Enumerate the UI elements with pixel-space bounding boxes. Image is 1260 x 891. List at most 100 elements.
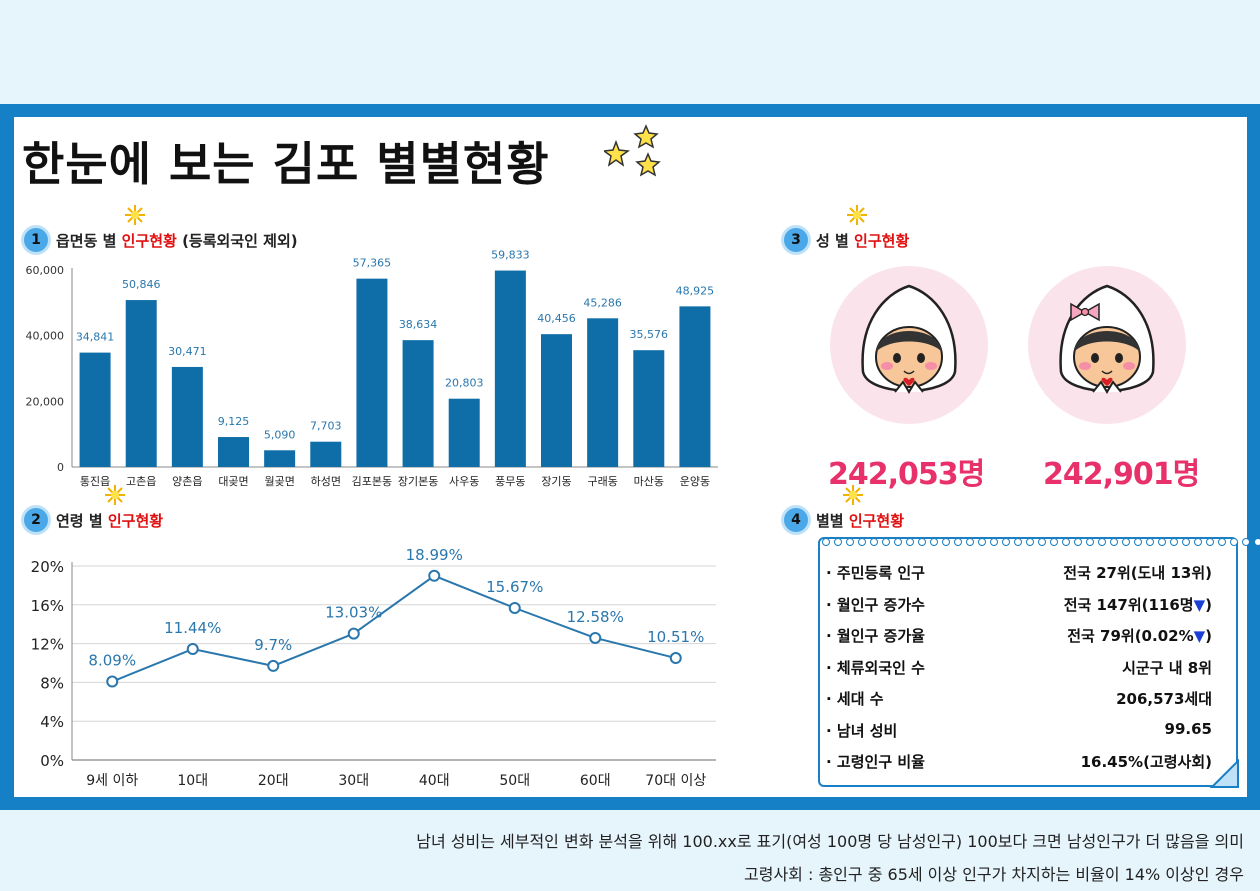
- ring-icon: [1122, 538, 1130, 546]
- bar: [448, 398, 480, 467]
- bar-data-label: 5,090: [264, 428, 296, 441]
- female-count: 242,901명: [1043, 457, 1200, 492]
- ring-icon: [990, 538, 998, 546]
- ring-icon: [1086, 538, 1094, 546]
- ring-icon: [1158, 538, 1166, 546]
- bar-data-label: 59,833: [491, 249, 530, 262]
- stat-value: 전국 147위(116명▼): [1063, 595, 1212, 614]
- ring-icon: [1194, 538, 1202, 546]
- bar: [310, 441, 342, 467]
- bar-x-tick-label: 구래동: [587, 475, 617, 488]
- bar-x-tick-label: 하성면: [311, 474, 341, 488]
- line-point: [106, 675, 119, 688]
- stat-row: · 고령인구 비율 16.45%(고령사회): [826, 751, 1212, 772]
- bar: [171, 366, 203, 467]
- ring-icon: [858, 538, 866, 546]
- bar-data-label: 45,286: [583, 296, 622, 309]
- bar-x-tick-label: 운양동: [680, 475, 710, 488]
- stat-value: 206,573세대: [1116, 690, 1212, 708]
- bar-data-label: 30,471: [168, 345, 207, 358]
- female-avatar-circle: [1028, 266, 1186, 424]
- ring-icon: [1038, 538, 1046, 546]
- bar-data-label: 9,125: [218, 415, 250, 428]
- stat-row: · 월인구 증가율 전국 79위(0.02%▼): [826, 625, 1212, 646]
- bar-y-tick-label: 0: [57, 461, 64, 474]
- ring-icon: [846, 538, 854, 546]
- section-highlight: 인구현황: [854, 231, 910, 250]
- line-data-label: 18.99%: [406, 546, 463, 564]
- ring-icon: [1098, 538, 1106, 546]
- stat-label: · 남녀 성비: [826, 721, 898, 740]
- ring-icon: [930, 538, 938, 546]
- line-x-tick-label: 9세 이하: [86, 773, 138, 789]
- bar-x-tick-label: 고촌읍: [126, 475, 156, 488]
- closing-paren: ): [1205, 627, 1212, 645]
- bar-data-label: 38,634: [399, 318, 438, 331]
- ring-icon: [822, 538, 830, 546]
- sparkle-icon: [105, 485, 125, 505]
- line-point: [428, 569, 441, 582]
- stat-row: · 남녀 성비 99.65: [826, 720, 1212, 741]
- stars-icon: [604, 124, 661, 177]
- notebook-rings: [822, 538, 1260, 550]
- stats-box: [818, 537, 1238, 787]
- ring-icon: [1134, 538, 1142, 546]
- ring-icon: [1062, 538, 1070, 546]
- sparkle-icon: [125, 205, 145, 225]
- line-y-tick-label: 8%: [40, 674, 64, 692]
- bar-x-tick-label: 양촌읍: [172, 475, 202, 488]
- ring-icon: [1170, 538, 1178, 546]
- section-4-heading: 4 별별 인구현황: [784, 485, 905, 532]
- line-point: [347, 627, 360, 640]
- ring-icon: [1242, 538, 1250, 546]
- bar: [264, 450, 296, 467]
- line-data-label: 8.09%: [88, 652, 136, 670]
- bar-x-tick-label: 장기본동: [398, 475, 438, 488]
- line-x-tick-label: 20대: [258, 773, 289, 789]
- ring-icon: [1110, 538, 1118, 546]
- bar-x-tick-label: 장기동: [541, 475, 571, 488]
- ring-icon: [1182, 538, 1190, 546]
- ring-icon: [978, 538, 986, 546]
- bar: [79, 352, 111, 467]
- bar: [494, 270, 526, 467]
- bar-x-tick-label: 대곶면: [218, 475, 248, 488]
- bar: [125, 300, 157, 467]
- section-prefix: 별별: [816, 511, 849, 530]
- line-x-tick-label: 70대 이상: [645, 773, 706, 789]
- ring-icon: [954, 538, 962, 546]
- bar-data-label: 50,846: [122, 278, 161, 291]
- line-x-tick-label: 40대: [419, 773, 450, 789]
- ring-icon: [942, 538, 950, 546]
- ring-icon: [834, 538, 842, 546]
- ring-icon: [906, 538, 914, 546]
- bar-x-tick-label: 월곶면: [264, 475, 294, 488]
- line-point: [589, 631, 602, 644]
- stat-value: 전국 79위(0.02%▼): [1067, 627, 1212, 645]
- section-highlight: 인구현황: [121, 231, 177, 250]
- bar-x-tick-label: 마산동: [634, 475, 664, 488]
- bar-data-label: 48,925: [676, 284, 715, 297]
- section-highlight: 인구현황: [848, 511, 905, 530]
- stat-value: 시군구 내 8위: [1122, 658, 1212, 677]
- line-y-tick-label: 12%: [31, 636, 64, 654]
- bar: [633, 350, 665, 467]
- bar: [402, 340, 434, 467]
- bar-y-tick-label: 20,000: [26, 395, 65, 408]
- closing-paren: ): [1205, 595, 1212, 614]
- line-x-tick-label: 50대: [499, 773, 530, 789]
- ring-icon: [1026, 538, 1034, 546]
- ring-icon: [1050, 538, 1058, 546]
- bar-data-label: 35,576: [630, 328, 669, 341]
- bar: [218, 437, 249, 467]
- line-data-label: 10.51%: [647, 628, 704, 646]
- line-y-tick-label: 0%: [40, 752, 64, 770]
- sparkle-icon: [847, 205, 867, 225]
- line-x-tick-label: 30대: [338, 773, 369, 789]
- bar: [541, 334, 572, 467]
- section-prefix: 읍면동 별: [56, 231, 122, 250]
- line-point: [186, 643, 199, 656]
- line-data-label: 11.44%: [164, 619, 221, 637]
- line-x-tick-label: 10대: [177, 773, 208, 789]
